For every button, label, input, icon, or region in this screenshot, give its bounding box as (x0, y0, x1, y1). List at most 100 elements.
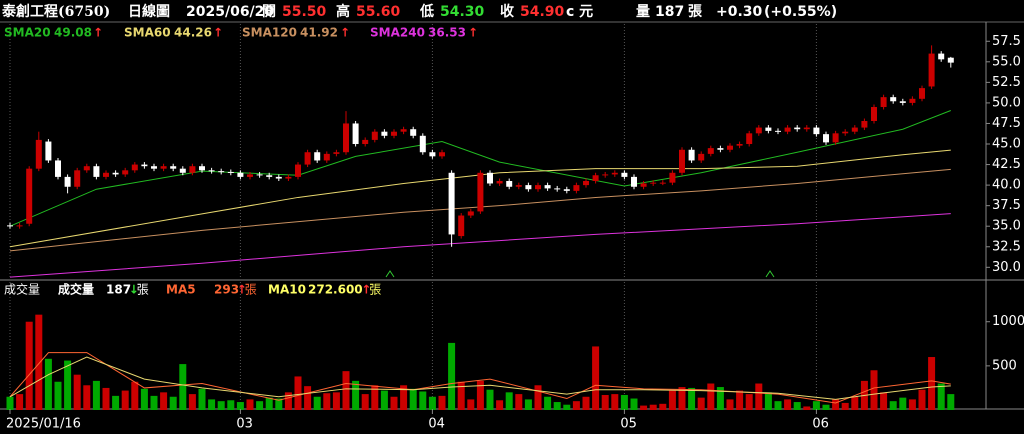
volume-bar (361, 394, 369, 410)
volume-bar (227, 400, 235, 410)
quote-value: 54.90 (520, 4, 565, 20)
candle-body (448, 172, 455, 235)
volume-bar (707, 383, 715, 410)
volume-bar (688, 387, 696, 410)
volume-bar (457, 381, 465, 410)
legend-unit: 張 (245, 283, 257, 297)
volume-bar (140, 388, 148, 410)
indicator-line (9, 213, 951, 278)
candle-body (621, 172, 628, 177)
candle-body (170, 166, 177, 169)
candle-body (717, 148, 724, 150)
volume-bar (764, 392, 772, 410)
candle-body (938, 53, 945, 60)
x-tick-label: 04 (428, 417, 445, 432)
legend-name: MA10 (268, 283, 306, 297)
indicator-line (9, 110, 951, 227)
volume-bar (246, 399, 254, 410)
period: 日線圖 (128, 3, 170, 20)
y-tick-label: 50.0 (992, 95, 1021, 110)
legend-arrow: ↑ (468, 26, 478, 40)
volume-bar (486, 389, 494, 410)
candle-body (602, 174, 609, 176)
candle-body (640, 183, 647, 187)
volume-bar (380, 390, 388, 410)
volume-bar (102, 387, 110, 410)
candle-body (371, 131, 378, 140)
volume-bar (793, 402, 801, 410)
volume-bar (572, 401, 580, 410)
volume-bar (908, 399, 916, 410)
volume-bar (304, 386, 312, 410)
volume-bar (294, 376, 302, 410)
candle-body (391, 131, 397, 136)
candle-body (487, 172, 493, 184)
candle-body (103, 172, 109, 177)
candle-body (122, 170, 129, 175)
quote-value: 55.50 (282, 4, 327, 20)
candle-body (669, 172, 676, 183)
candle-body (323, 153, 330, 161)
indicator-line (9, 352, 951, 404)
volume-bar (630, 398, 638, 410)
candle-body (909, 98, 916, 103)
candle-body (45, 141, 52, 161)
volume-bar (601, 394, 609, 410)
candle-body (93, 166, 100, 177)
volume-bar (438, 395, 446, 410)
volume-bar (659, 403, 667, 410)
candle-body (458, 215, 465, 237)
candle-body (573, 185, 580, 191)
volume-bar (112, 395, 120, 410)
volume-bar (150, 395, 158, 410)
signal-marker (385, 270, 395, 278)
candle-body (381, 131, 388, 136)
volume-bar (409, 388, 417, 410)
legend-value: 49.08 (54, 26, 92, 40)
candle-body (247, 174, 253, 177)
candle-body (55, 160, 61, 177)
volume-bar (265, 397, 273, 410)
indicator-line (9, 149, 951, 248)
volume-bar (640, 405, 648, 410)
legend-value: 293 (214, 283, 239, 297)
volume-bar (649, 404, 657, 410)
volume-bar (236, 402, 244, 410)
legend-name: SMA240 (370, 26, 425, 40)
candle-body (83, 166, 90, 171)
volume-bar (25, 321, 33, 410)
volume-bar (390, 396, 398, 410)
candle-body (631, 176, 637, 187)
candle-body (803, 127, 810, 130)
x-tick-label: 2025/01/16 (6, 417, 81, 432)
legend-value: 44.26 (174, 26, 212, 40)
volume-bar (822, 404, 830, 410)
volume-bar (937, 383, 945, 410)
quote-label: 低 (419, 3, 434, 20)
volume-bar (121, 390, 129, 410)
volume-bar (188, 394, 196, 410)
volume-bar (208, 399, 216, 410)
y-tick-label: 1000 (992, 314, 1024, 329)
candle-body (823, 134, 829, 143)
volume-bar (697, 397, 705, 410)
volume-bar (131, 381, 139, 410)
volume-bar (889, 401, 897, 410)
candle-body (851, 127, 858, 132)
volume: 187 (655, 4, 684, 20)
legend-arrow: ↓ (129, 283, 139, 297)
legend-name: 成交量 (58, 282, 94, 297)
candle-body (563, 189, 570, 191)
legend-arrow: ↑ (213, 26, 223, 40)
volume-bar (83, 385, 91, 410)
volume-bar (371, 385, 379, 410)
candle-body (400, 129, 407, 132)
unit: c 元 (566, 4, 593, 20)
volume-bar (563, 404, 571, 410)
candle-body (410, 129, 417, 136)
candle-body (208, 170, 215, 172)
y-tick-label: 30.0 (992, 260, 1021, 275)
volume-bar (428, 396, 436, 410)
candle-body (64, 176, 71, 187)
